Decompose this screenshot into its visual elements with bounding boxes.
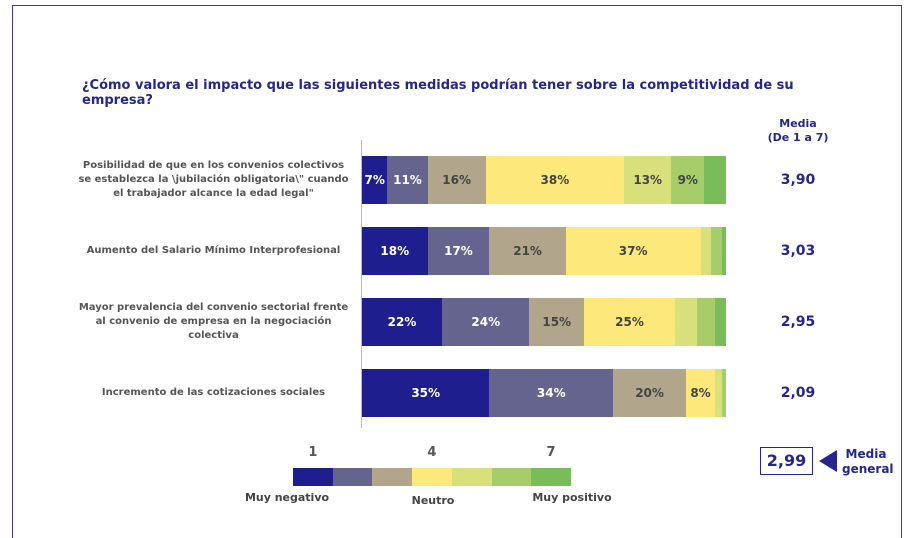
bar-segment: [704, 156, 726, 204]
legend-scale-label: Muy positivo: [532, 491, 612, 504]
pointer-arrow: [819, 450, 837, 472]
bar-segment: 20%: [613, 369, 686, 417]
data-label: 20%: [635, 386, 664, 400]
legend-swatch: [372, 468, 413, 486]
data-label: 9%: [677, 173, 698, 187]
legend-scale-label: Muy negativo: [244, 491, 330, 504]
mean-value: 3,90: [780, 172, 816, 188]
bar-segment: 8%: [685, 369, 716, 417]
data-label: 11%: [393, 173, 422, 187]
data-label: 15%: [542, 315, 572, 329]
bar-segment: [722, 369, 726, 417]
data-label: 37%: [618, 244, 648, 258]
bar-segment: 21%: [489, 227, 566, 275]
data-label: 13%: [633, 173, 663, 187]
frame: [12, 5, 902, 538]
bar-segment: [700, 227, 712, 275]
category-label: Aumento del Salario Mínimo Interprofesio…: [86, 245, 341, 256]
bar-segment: 37%: [565, 227, 701, 275]
bar-segment: 7%: [362, 156, 388, 204]
bar-segment: 18%: [362, 227, 428, 275]
bar-segment: 17%: [427, 227, 490, 275]
legend-label: 4: [427, 445, 437, 460]
data-label: 35%: [411, 386, 441, 400]
bar-segment: [696, 298, 716, 346]
bar-segment: 22%: [362, 298, 443, 346]
category-label: Incremento de las cotizaciones sociales: [101, 387, 326, 398]
legend-swatch: [293, 468, 334, 486]
legend-label: 7: [546, 445, 556, 460]
bar-segment: [715, 298, 726, 346]
data-label: 24%: [471, 315, 501, 329]
bar-segment: [711, 227, 723, 275]
data-label: 38%: [540, 173, 570, 187]
bar-segment: 38%: [485, 156, 625, 204]
bar-segment: 13%: [624, 156, 672, 204]
mean-value: 2,09: [780, 385, 816, 401]
legend-label: 1: [308, 445, 318, 460]
legend-swatch: [451, 468, 492, 486]
legend-swatch: [332, 468, 373, 486]
bar-segment: [715, 369, 723, 417]
data-label: 16%: [442, 173, 471, 187]
category-label: Mayor prevalencia del convenio sectorial…: [78, 302, 349, 341]
mean-subheader: (De 1 a 7): [767, 131, 829, 144]
bar-segment: [722, 227, 726, 275]
bar-segment: [675, 298, 697, 346]
axis-line: [361, 140, 362, 428]
legend-scale-label: Neutro: [411, 494, 455, 507]
overall-name: Media general: [842, 447, 894, 476]
arrow: [819, 450, 837, 472]
data-label: 21%: [513, 244, 542, 258]
bar-segment: 11%: [387, 156, 428, 204]
legend-swatch: [531, 468, 572, 486]
data-label: 34%: [536, 386, 566, 400]
bar-segment: 9%: [671, 156, 705, 204]
bar-segment: 35%: [362, 369, 490, 417]
data-label: 18%: [380, 244, 410, 258]
data-label: 8%: [690, 386, 711, 400]
legend-swatch: [491, 468, 532, 486]
bar-segment: 24%: [442, 298, 530, 346]
overall-value: 2,99: [760, 447, 813, 475]
bar-segment: 25%: [584, 298, 676, 346]
legend-swatch: [412, 468, 453, 486]
data-label: 7%: [364, 173, 385, 187]
bar-segment: 16%: [427, 156, 486, 204]
mean-value: 3,03: [780, 243, 816, 259]
data-label: 22%: [387, 315, 417, 329]
category-label: Posibilidad de que en los convenios cole…: [78, 160, 349, 199]
data-label: 25%: [615, 315, 644, 329]
mean-header: Media: [779, 117, 817, 130]
data-label: 17%: [444, 244, 473, 258]
mean-value: 2,95: [780, 314, 816, 330]
chart-title: ¿Cómo valora el impacto que las siguient…: [82, 78, 794, 108]
bar-segment: 34%: [489, 369, 614, 417]
bar-segment: 15%: [529, 298, 585, 346]
